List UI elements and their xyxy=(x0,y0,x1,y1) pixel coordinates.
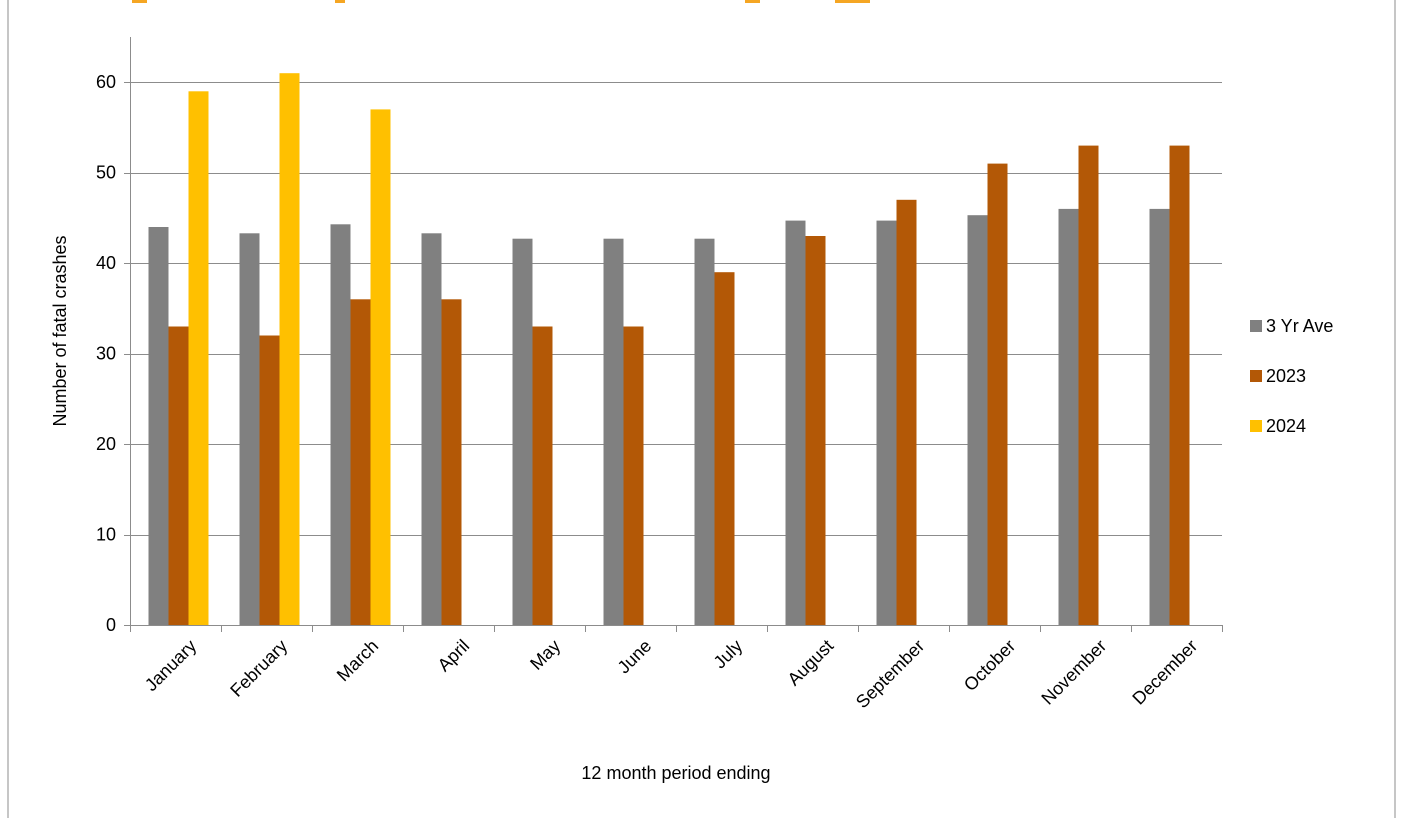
bar-february-2023 xyxy=(259,335,280,625)
legend-swatch-2024 xyxy=(1250,420,1262,432)
bar-june-2023 xyxy=(623,326,644,625)
legend-label-3-yr-ave: 3 Yr Ave xyxy=(1266,316,1333,336)
title-fragment-3 xyxy=(835,0,870,3)
x-tick-labels: January February March April May June July Augu… xyxy=(141,636,1201,712)
bar-october-2023 xyxy=(987,163,1008,625)
x-tick-label: September xyxy=(852,636,928,712)
x-tick-label: July xyxy=(710,636,747,673)
bar-april-3-yr-ave xyxy=(421,233,442,626)
x-tick-label: October xyxy=(960,636,1019,695)
y-tick-label: 10 xyxy=(96,525,116,545)
bars xyxy=(148,73,1190,626)
bar-august-2023 xyxy=(805,236,826,625)
y-tick-label: 20 xyxy=(96,434,116,454)
x-tick-label: April xyxy=(434,636,474,676)
legend-swatch-2023 xyxy=(1250,370,1262,382)
y-tick-label: 60 xyxy=(96,72,116,92)
gridlines xyxy=(130,82,1222,536)
x-tick-label: August xyxy=(784,636,838,690)
x-tick-label: March xyxy=(333,636,383,686)
bar-october-3-yr-ave xyxy=(967,215,988,625)
legend-label-2023: 2023 xyxy=(1266,366,1306,386)
bar-april-2023 xyxy=(441,299,462,625)
bar-july-2023 xyxy=(714,272,735,625)
bar-february-3-yr-ave xyxy=(239,233,260,626)
x-tick-label: February xyxy=(226,636,291,701)
x-tick-label: June xyxy=(614,636,656,678)
legend: 3 Yr Ave 2023 2024 xyxy=(1250,316,1333,436)
bar-july-3-yr-ave xyxy=(694,238,715,625)
y-axis-title: Number of fatal crashes xyxy=(50,235,70,426)
legend-swatch-3-yr-ave xyxy=(1250,320,1262,332)
title-fragment-2 xyxy=(745,0,760,3)
legend-label-2024: 2024 xyxy=(1266,416,1306,436)
bar-september-3-yr-ave xyxy=(876,220,897,625)
bar-may-3-yr-ave xyxy=(512,238,533,625)
bar-march-2024 xyxy=(370,109,391,625)
y-tick-label: 50 xyxy=(96,163,116,183)
title-fragment-0 xyxy=(132,0,147,3)
bar-january-2023 xyxy=(168,326,189,625)
y-tick-labels: 0 10 20 30 40 50 60 xyxy=(96,72,116,635)
y-tick-label: 40 xyxy=(96,253,116,273)
bar-march-2023 xyxy=(350,299,371,625)
bar-march-3-yr-ave xyxy=(330,224,351,626)
bar-february-2024 xyxy=(279,73,300,625)
bar-september-2023 xyxy=(896,199,917,626)
title-fragment-1 xyxy=(335,0,345,3)
axes xyxy=(124,37,1223,632)
y-tick-label: 0 xyxy=(106,615,116,635)
bar-november-2023 xyxy=(1078,145,1099,625)
bar-may-2023 xyxy=(532,326,553,625)
x-tick-label: January xyxy=(141,636,200,695)
bar-december-3-yr-ave xyxy=(1149,208,1170,625)
bar-november-3-yr-ave xyxy=(1058,208,1079,625)
x-axis-title: 12 month period ending xyxy=(581,763,770,783)
bar-june-3-yr-ave xyxy=(603,238,624,625)
y-tick-label: 30 xyxy=(96,344,116,364)
chart-title-fragment xyxy=(132,0,870,3)
x-tick-label: May xyxy=(526,636,564,674)
bar-january-3-yr-ave xyxy=(148,227,169,625)
bar-december-2023 xyxy=(1169,145,1190,625)
bar-august-3-yr-ave xyxy=(785,220,806,625)
x-tick-label: November xyxy=(1037,636,1110,709)
bar-january-2024 xyxy=(188,91,209,626)
x-tick-label: December xyxy=(1128,636,1201,709)
chart-border xyxy=(7,0,1396,818)
